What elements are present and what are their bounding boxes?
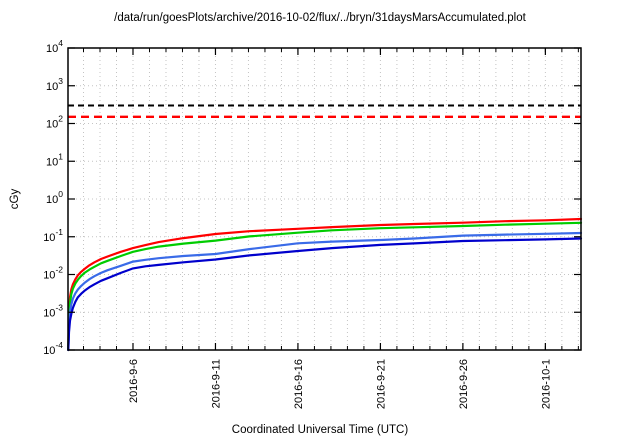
x-tick-label: 2016-9-26: [458, 359, 470, 409]
curve-green-accumulated-dose: [67, 221, 583, 352]
x-tick-label: 2016-9-16: [293, 359, 305, 409]
curve-red-accumulated-dose: [67, 217, 583, 352]
x-axis-title: Coordinated Universal Time (UTC): [231, 424, 409, 436]
y-tick-label: 103: [46, 76, 63, 93]
y-tick-label: 101: [46, 151, 63, 168]
curve-dark-blue-accumulated-dose: [67, 237, 583, 352]
y-tick-label: 10-4: [43, 340, 63, 357]
x-tick-label: 2016-10-1: [540, 359, 552, 409]
x-tick-label: 2016-9-6: [128, 359, 140, 403]
y-tick-label: 10-3: [43, 302, 63, 319]
y-axis-title: cGy: [9, 188, 21, 210]
x-tick-label: 2016-9-11: [210, 359, 222, 408]
plot-title: /data/run/goesPlots/archive/2016-10-02/f…: [114, 12, 526, 24]
y-tick-label: 100: [46, 189, 63, 206]
y-tick-label: 10-2: [43, 265, 63, 282]
y-tick-label: 102: [46, 114, 63, 131]
y-tick-label: 104: [46, 38, 63, 55]
curve-light-blue-accumulated-dose: [67, 231, 583, 352]
x-tick-label: 2016-9-21: [375, 359, 387, 409]
y-tick-label: 10-1: [43, 227, 63, 244]
